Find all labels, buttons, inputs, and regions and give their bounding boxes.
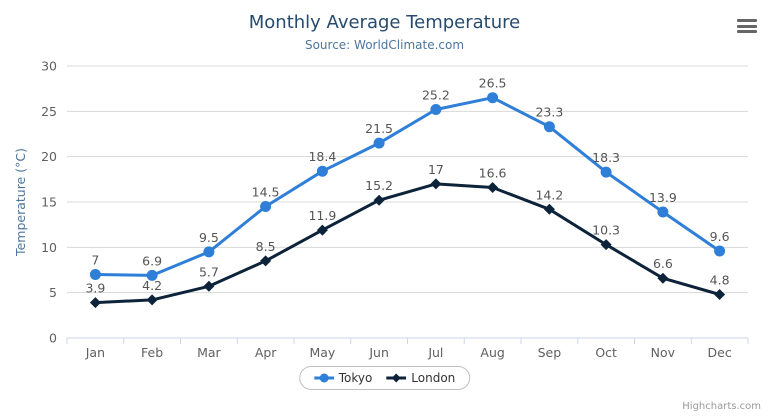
svg-text:3.9: 3.9	[85, 281, 105, 296]
marker-circle	[657, 206, 669, 218]
chart-subtitle: Source: WorldClimate.com	[304, 38, 465, 52]
svg-text:Jun: Jun	[368, 345, 389, 360]
svg-text:8.5: 8.5	[256, 239, 276, 254]
legend-label: Tokyo	[338, 371, 373, 385]
svg-text:17: 17	[428, 162, 444, 177]
svg-text:May: May	[309, 345, 335, 360]
marker-diamond	[487, 182, 499, 193]
svg-text:13.9: 13.9	[649, 190, 677, 205]
marker-circle	[316, 165, 328, 177]
svg-text:7: 7	[91, 253, 99, 268]
series-tokyo[interactable]	[89, 92, 726, 281]
svg-text:Apr: Apr	[255, 345, 277, 360]
series-london[interactable]	[89, 178, 726, 309]
marker-circle	[146, 269, 158, 281]
y-axis-labels: 0 5 10 15 20 25 30	[41, 59, 57, 346]
hamburger-icon[interactable]	[735, 17, 759, 35]
svg-text:11.9: 11.9	[308, 208, 336, 223]
hamburger-bar	[737, 19, 757, 22]
svg-text:30: 30	[41, 59, 57, 74]
svg-text:5: 5	[49, 285, 57, 300]
svg-text:Mar: Mar	[197, 345, 221, 360]
svg-text:15.2: 15.2	[365, 178, 393, 193]
marker-diamond	[203, 280, 215, 292]
marker-diamond	[657, 272, 669, 284]
x-axis-labels: Jan Feb Mar Apr May Jun Jul Aug Sep Oct Nov Dec	[85, 345, 732, 360]
marker-diamond	[260, 255, 272, 267]
marker-diamond	[714, 289, 726, 300]
svg-text:18.4: 18.4	[308, 149, 336, 164]
svg-text:23.3: 23.3	[535, 105, 563, 120]
marker-circle	[203, 246, 215, 258]
svg-text:Feb: Feb	[141, 345, 163, 360]
svg-text:14.5: 14.5	[252, 185, 280, 200]
legend-item-tokyo[interactable]: Tokyo	[313, 371, 373, 385]
x-axis-ticks	[66, 338, 749, 344]
marker-circle	[714, 245, 726, 257]
highcharts-credit[interactable]: Highcharts.com	[682, 401, 761, 412]
legend-diamond-icon	[386, 373, 407, 383]
svg-text:10.3: 10.3	[592, 223, 620, 238]
marker-diamond	[543, 203, 555, 215]
svg-text:Jan: Jan	[85, 345, 105, 360]
svg-text:Oct: Oct	[595, 345, 617, 360]
legend-label: London	[411, 371, 456, 385]
marker-circle	[430, 104, 442, 115]
svg-text:Dec: Dec	[708, 345, 732, 360]
marker-diamond	[373, 194, 385, 206]
svg-text:14.2: 14.2	[535, 187, 563, 202]
legend: Tokyo London	[298, 366, 471, 390]
svg-text:Aug: Aug	[480, 345, 504, 360]
data-labels-tokyo: 7 6.9 9.5 14.5 18.4 21.5 25.2 26.5 23.3 18.3 13.9 9…	[91, 76, 729, 269]
svg-text:6.6: 6.6	[653, 256, 673, 271]
y-axis-title: Temperature (°C)	[13, 148, 28, 257]
svg-text:15: 15	[41, 195, 57, 210]
svg-text:18.3: 18.3	[592, 150, 620, 165]
svg-text:Sep: Sep	[538, 345, 562, 360]
svg-text:26.5: 26.5	[479, 76, 507, 91]
marker-circle	[600, 166, 612, 178]
marker-diamond	[430, 178, 442, 190]
svg-text:21.5: 21.5	[365, 121, 393, 136]
svg-text:25: 25	[41, 104, 57, 119]
svg-text:Nov: Nov	[651, 345, 676, 360]
marker-circle	[373, 137, 385, 149]
svg-text:5.7: 5.7	[199, 264, 219, 279]
marker-circle	[260, 201, 272, 212]
legend-item-london[interactable]: London	[386, 371, 455, 385]
marker-circle	[89, 269, 101, 280]
marker-diamond	[89, 297, 101, 309]
svg-text:16.6: 16.6	[479, 166, 507, 181]
svg-text:4.2: 4.2	[142, 278, 162, 293]
svg-text:9.6: 9.6	[710, 229, 730, 244]
legend-circle-icon	[313, 373, 334, 383]
marker-circle	[487, 92, 499, 104]
svg-text:4.8: 4.8	[710, 273, 730, 288]
svg-text:10: 10	[41, 240, 57, 255]
marker-diamond	[146, 294, 158, 306]
data-labels-london: 3.9 4.2 5.7 8.5 11.9 15.2 17 16.6 14.2 10.3 6.6 4.8	[85, 162, 729, 296]
svg-text:9.5: 9.5	[199, 230, 219, 245]
chart-title: Monthly Average Temperature	[248, 12, 521, 33]
svg-text:25.2: 25.2	[422, 88, 450, 103]
svg-text:20: 20	[41, 149, 57, 164]
marker-circle	[543, 121, 555, 133]
svg-text:0: 0	[49, 331, 57, 346]
svg-text:Jul: Jul	[427, 345, 443, 360]
hamburger-bar	[737, 24, 757, 28]
hamburger-bar	[737, 30, 757, 33]
marker-diamond	[316, 224, 328, 236]
svg-text:6.9: 6.9	[142, 253, 162, 268]
marker-diamond	[600, 239, 612, 251]
